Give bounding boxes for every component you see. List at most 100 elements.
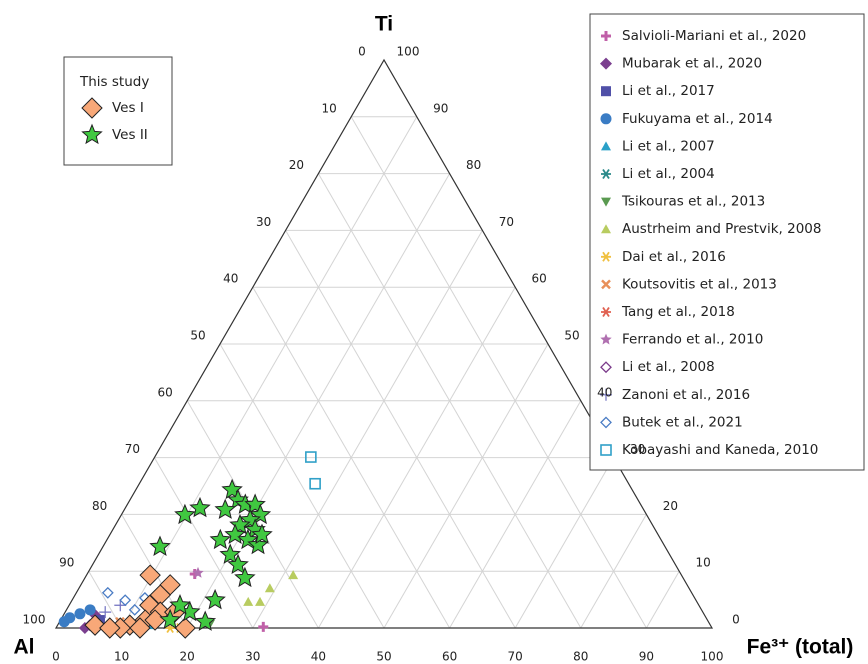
marker — [227, 553, 249, 575]
legend-label: Li et al., 2017 — [622, 83, 715, 99]
legend-label: Mubarak et al., 2020 — [622, 56, 762, 72]
marker — [601, 197, 611, 207]
grid-line — [219, 343, 385, 629]
grid-line — [252, 286, 451, 629]
fe-tick-label: 100 — [701, 650, 724, 664]
ti-tick-label: 20 — [663, 499, 678, 513]
marker — [601, 31, 611, 41]
fe-tick-label: 30 — [245, 650, 260, 664]
marker — [601, 307, 611, 317]
fe-tick-label: 0 — [52, 650, 60, 664]
legend-label: Tang et al., 2018 — [621, 304, 735, 320]
grid-line — [121, 116, 418, 629]
marker — [214, 498, 237, 519]
marker — [159, 608, 181, 630]
marker — [99, 617, 121, 639]
vertex-label-left: Al — [14, 636, 35, 659]
marker — [600, 388, 612, 401]
marker — [84, 604, 96, 616]
legend-label: Ves I — [112, 100, 144, 116]
legend-label: Kobayashi and Kaneda, 2010 — [622, 442, 818, 458]
marker — [139, 564, 161, 586]
grid-line — [285, 230, 516, 629]
grid-line — [252, 230, 483, 629]
grid-line — [383, 343, 549, 629]
marker — [99, 606, 112, 619]
marker — [264, 583, 275, 593]
marker — [204, 588, 226, 610]
triangle-frame — [54, 58, 714, 629]
marker — [128, 603, 141, 616]
legend-label: Zanoni et al., 2016 — [622, 387, 750, 403]
fe-tick-label: 10 — [114, 650, 129, 664]
marker — [149, 535, 171, 556]
marker — [288, 570, 299, 580]
legend-box — [589, 13, 865, 471]
al-tick-label: 20 — [289, 158, 304, 172]
marker — [601, 86, 611, 97]
ti-tick-label: 90 — [433, 101, 448, 115]
marker — [600, 333, 612, 345]
grid-line — [350, 116, 647, 629]
marker — [219, 543, 241, 564]
marker — [600, 113, 612, 125]
marker — [601, 279, 611, 290]
marker — [600, 444, 612, 456]
fe-tick-label: 40 — [311, 650, 326, 664]
marker — [81, 97, 103, 119]
legend-label: Austrheim and Prestvik, 2008 — [622, 221, 821, 237]
legend-label: Koutsovitis et al., 2013 — [622, 276, 777, 292]
al-tick-label: 40 — [223, 272, 238, 286]
marker — [601, 224, 611, 234]
grid-line — [645, 570, 680, 629]
marker — [174, 617, 196, 639]
vertex-label-top: Ti — [375, 13, 393, 36]
marker — [251, 523, 273, 544]
ti-tick-label: 10 — [696, 556, 711, 570]
marker — [243, 596, 254, 606]
marker — [309, 477, 321, 490]
legend-label: Li et al., 2004 — [622, 166, 715, 182]
grid-line — [317, 173, 582, 629]
marker — [169, 594, 191, 615]
marker — [258, 621, 269, 632]
legend-label: Li et al., 2007 — [622, 138, 715, 154]
grid — [88, 116, 680, 629]
legend-label: Ves II — [112, 127, 148, 143]
al-tick-label: 80 — [92, 499, 107, 513]
vertex-label-right: Fe³⁺ (total) — [747, 636, 854, 659]
legend-label: Butek et al., 2021 — [622, 414, 743, 430]
marker — [209, 528, 232, 550]
marker — [84, 614, 106, 636]
marker — [600, 416, 612, 429]
marker — [601, 169, 611, 179]
al-tick-label: 70 — [125, 442, 140, 456]
legend-label: Salvioli-Mariani et al., 2020 — [622, 28, 806, 44]
fe-tick-label: 70 — [508, 650, 523, 664]
fe-tick-label: 60 — [442, 650, 457, 664]
marker — [249, 503, 272, 525]
ti-tick-label: 70 — [499, 215, 514, 229]
ti-tick-label: 30 — [630, 442, 645, 456]
marker — [81, 123, 103, 145]
legend-label: Li et al., 2008 — [622, 359, 715, 375]
ti-tick-label: 0 — [732, 613, 740, 627]
ti-tick-label: 50 — [564, 329, 579, 343]
marker — [255, 596, 266, 606]
study-legend-title: This study — [79, 74, 149, 90]
ti-tick-label: 60 — [532, 272, 547, 286]
marker — [192, 566, 204, 578]
al-tick-label: 0 — [358, 45, 366, 59]
marker — [601, 251, 611, 262]
legend-label: Ferrando et al., 2010 — [622, 332, 763, 348]
marker — [600, 57, 612, 70]
fe-tick-label: 90 — [639, 650, 654, 664]
study-legend-box — [63, 56, 173, 166]
marker — [64, 612, 76, 624]
al-tick-label: 90 — [59, 556, 74, 570]
al-tick-label: 100 — [23, 613, 46, 627]
marker — [129, 617, 151, 639]
al-tick-label: 50 — [190, 329, 205, 343]
marker — [305, 451, 317, 463]
